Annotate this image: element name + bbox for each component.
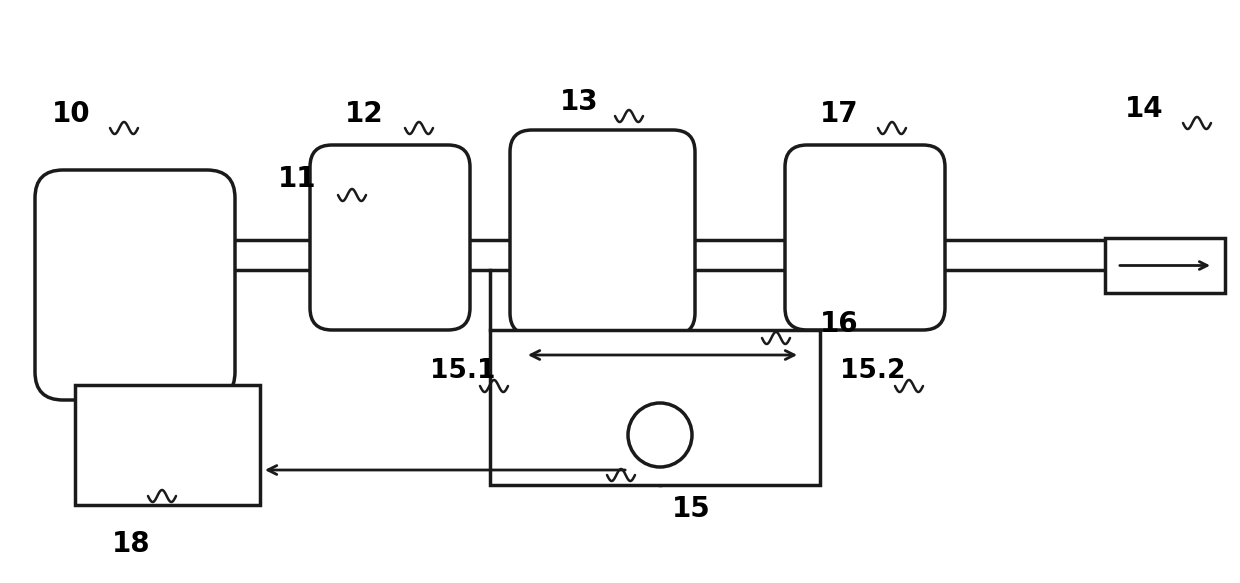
Text: 14: 14 [1125, 95, 1163, 123]
Text: 10: 10 [52, 100, 91, 128]
Text: 15.1: 15.1 [430, 358, 496, 384]
Bar [74, 385, 260, 505]
Text: 15.2: 15.2 [839, 358, 905, 384]
Text: 12: 12 [345, 100, 383, 128]
FancyBboxPatch shape [510, 130, 694, 335]
Text: 13: 13 [560, 88, 599, 116]
FancyBboxPatch shape [310, 145, 470, 330]
Text: 18: 18 [112, 530, 150, 558]
FancyBboxPatch shape [785, 145, 945, 330]
Bar [490, 330, 820, 485]
Text: 17: 17 [820, 100, 858, 128]
Text: 16: 16 [820, 310, 858, 338]
Text: 15: 15 [672, 495, 711, 523]
Text: 11: 11 [278, 165, 316, 193]
Circle shape [627, 403, 692, 467]
Bar [1105, 238, 1225, 293]
FancyBboxPatch shape [35, 170, 236, 400]
